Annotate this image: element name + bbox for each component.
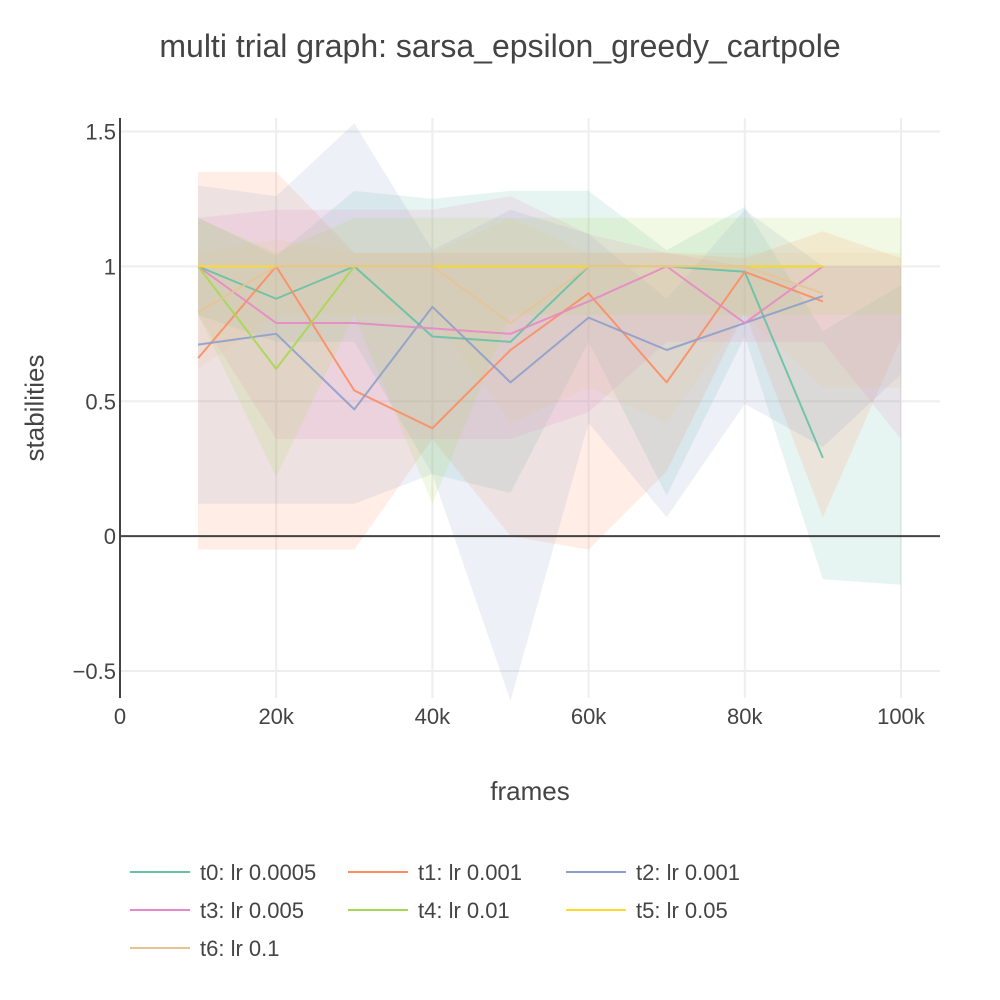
chart-title: multi trial graph: sarsa_epsilon_greedy_… [159, 28, 841, 64]
x-tick-label: 80k [727, 704, 763, 729]
series-band-0 [198, 190, 901, 585]
y-tick-label: −0.5 [73, 659, 116, 684]
legend-label: t1: lr 0.001 [418, 860, 522, 885]
legend-label: t0: lr 0.0005 [200, 860, 316, 885]
legend-label: t3: lr 0.005 [200, 898, 304, 923]
legend-label: t4: lr 0.01 [418, 898, 510, 923]
x-axis-title: frames [490, 776, 570, 806]
legend-label: t5: lr 0.05 [636, 898, 728, 923]
series-band-4 [198, 217, 901, 504]
y-tick-label: 1.5 [85, 119, 116, 144]
legend-item: t2: lr 0.001 [566, 860, 740, 885]
y-tick-label: 0.5 [85, 389, 116, 414]
legend-label: t2: lr 0.001 [636, 860, 740, 885]
legend-item: t0: lr 0.0005 [130, 860, 316, 885]
y-tick-label: 1 [104, 254, 116, 279]
x-tick-label: 40k [415, 704, 451, 729]
legend-item: t5: lr 0.05 [566, 898, 728, 923]
x-tick-label: 20k [258, 704, 294, 729]
tick-layer: 0 20k 40k 60k 80k 100k −0.5 0 0.5 1 1.5 [73, 119, 926, 729]
legend-item: t3: lr 0.005 [130, 898, 304, 923]
legend: t0: lr 0.0005 t1: lr 0.001 t2: lr 0.001 t3:… [130, 860, 740, 961]
series-line-1 [197, 265, 824, 430]
band-layer [198, 123, 901, 701]
x-tick-label: 100k [877, 704, 926, 729]
series-band-6 [198, 217, 901, 423]
legend-item: t6: lr 0.1 [130, 936, 279, 961]
x-tick-label: 0 [114, 704, 126, 729]
series-line-0 [197, 265, 824, 459]
x-tick-label: 60k [571, 704, 607, 729]
y-tick-label: 0 [104, 524, 116, 549]
legend-label: t6: lr 0.1 [200, 936, 279, 961]
y-axis-title: stabilities [19, 354, 50, 462]
axis-layer [119, 118, 940, 698]
series-line-2 [197, 295, 824, 411]
legend-item: t1: lr 0.001 [348, 860, 522, 885]
series-band-2 [198, 123, 901, 701]
series-line-3 [197, 265, 824, 335]
line-layer [197, 265, 824, 459]
legend-item: t4: lr 0.01 [348, 898, 510, 923]
series-line-6 [197, 265, 824, 325]
